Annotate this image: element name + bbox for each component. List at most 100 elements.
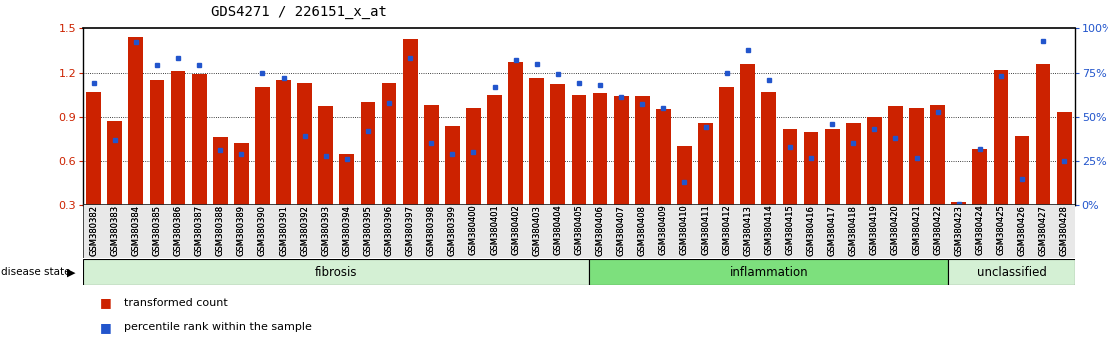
FancyBboxPatch shape [83, 204, 1075, 258]
Text: GSM380403: GSM380403 [532, 205, 541, 256]
Text: GSM380427: GSM380427 [1038, 205, 1047, 256]
Text: GSM380412: GSM380412 [722, 205, 731, 255]
Bar [171, 71, 185, 205]
Text: GSM380422: GSM380422 [933, 205, 942, 255]
Text: GSM380398: GSM380398 [427, 205, 435, 256]
Text: GSM380395: GSM380395 [363, 205, 372, 256]
Text: GSM380416: GSM380416 [807, 205, 815, 256]
Text: GSM380388: GSM380388 [216, 205, 225, 256]
Text: GSM380384: GSM380384 [132, 205, 141, 256]
Text: fibrosis: fibrosis [315, 266, 358, 279]
Bar [782, 129, 798, 205]
Text: GSM380409: GSM380409 [659, 205, 668, 255]
Bar [910, 108, 924, 205]
Text: ■: ■ [100, 296, 112, 309]
Bar [1015, 136, 1029, 205]
Text: GSM380390: GSM380390 [258, 205, 267, 256]
Text: GSM380428: GSM380428 [1059, 205, 1069, 256]
Text: GSM380426: GSM380426 [1017, 205, 1026, 256]
Text: GSM380392: GSM380392 [300, 205, 309, 256]
Bar [761, 92, 777, 205]
Bar [445, 126, 460, 205]
Text: GSM380419: GSM380419 [870, 205, 879, 255]
Text: GSM380399: GSM380399 [448, 205, 456, 256]
Text: GSM380402: GSM380402 [511, 205, 520, 255]
Text: GSM380408: GSM380408 [638, 205, 647, 256]
Text: GSM380415: GSM380415 [786, 205, 794, 255]
Text: GSM380397: GSM380397 [406, 205, 414, 256]
Text: GSM380420: GSM380420 [891, 205, 900, 255]
FancyBboxPatch shape [948, 259, 1075, 285]
Text: GSM380413: GSM380413 [743, 205, 752, 256]
Bar [360, 102, 376, 205]
Bar [888, 107, 903, 205]
Bar [866, 117, 882, 205]
Text: GSM380404: GSM380404 [553, 205, 563, 255]
Text: GSM380415: GSM380415 [786, 205, 794, 255]
Text: GSM380393: GSM380393 [321, 205, 330, 256]
Text: GSM380400: GSM380400 [469, 205, 478, 255]
Text: GSM380417: GSM380417 [828, 205, 837, 256]
Text: GSM380409: GSM380409 [659, 205, 668, 255]
Bar [297, 83, 312, 205]
Bar [402, 39, 418, 205]
Bar [213, 137, 227, 205]
Text: GSM380421: GSM380421 [912, 205, 921, 255]
Text: GSM380424: GSM380424 [975, 205, 984, 255]
Text: GSM380401: GSM380401 [490, 205, 499, 255]
Text: GSM380417: GSM380417 [828, 205, 837, 256]
Text: GSM380407: GSM380407 [617, 205, 626, 256]
Bar [824, 129, 840, 205]
Text: GSM380424: GSM380424 [975, 205, 984, 255]
Bar [677, 146, 691, 205]
Text: inflammation: inflammation [729, 266, 808, 279]
Bar [339, 154, 355, 205]
Text: GSM380403: GSM380403 [532, 205, 541, 256]
Text: GSM380416: GSM380416 [807, 205, 815, 256]
Bar [845, 123, 861, 205]
Text: GSM380413: GSM380413 [743, 205, 752, 256]
Text: GSM380423: GSM380423 [954, 205, 963, 256]
Text: GSM380411: GSM380411 [701, 205, 710, 255]
Text: GSM380406: GSM380406 [595, 205, 605, 256]
Text: GSM380422: GSM380422 [933, 205, 942, 255]
Text: GSM380383: GSM380383 [111, 205, 120, 256]
Bar [1036, 64, 1050, 205]
Text: GSM380421: GSM380421 [912, 205, 921, 255]
Text: GSM380414: GSM380414 [765, 205, 773, 255]
Bar [509, 62, 523, 205]
Text: GSM380388: GSM380388 [216, 205, 225, 256]
Text: GSM380423: GSM380423 [954, 205, 963, 256]
Text: GSM380410: GSM380410 [680, 205, 689, 255]
Text: GSM380405: GSM380405 [574, 205, 584, 255]
Text: GSM380405: GSM380405 [574, 205, 584, 255]
Text: GSM380419: GSM380419 [870, 205, 879, 255]
Text: GSM380426: GSM380426 [1017, 205, 1026, 256]
Text: GSM380393: GSM380393 [321, 205, 330, 256]
Text: GSM380387: GSM380387 [195, 205, 204, 256]
Bar [424, 105, 439, 205]
Text: GSM380383: GSM380383 [111, 205, 120, 256]
Bar [107, 121, 122, 205]
Text: GSM380389: GSM380389 [237, 205, 246, 256]
Bar [572, 95, 586, 205]
Text: transformed count: transformed count [124, 298, 228, 308]
Text: disease state: disease state [1, 267, 71, 277]
Bar [86, 92, 101, 205]
Text: GSM380400: GSM380400 [469, 205, 478, 255]
Bar [551, 84, 565, 205]
Text: GSM380414: GSM380414 [765, 205, 773, 255]
Bar [973, 149, 987, 205]
Text: GSM380392: GSM380392 [300, 205, 309, 256]
Text: GSM380401: GSM380401 [490, 205, 499, 255]
Text: GSM380385: GSM380385 [153, 205, 162, 256]
Text: GSM380418: GSM380418 [849, 205, 858, 256]
FancyBboxPatch shape [83, 259, 589, 285]
Bar [656, 109, 670, 205]
Bar [276, 80, 291, 205]
Text: GSM380387: GSM380387 [195, 205, 204, 256]
Text: GSM380404: GSM380404 [553, 205, 563, 255]
Text: GSM380399: GSM380399 [448, 205, 456, 256]
Text: GSM380391: GSM380391 [279, 205, 288, 256]
Bar [698, 123, 712, 205]
